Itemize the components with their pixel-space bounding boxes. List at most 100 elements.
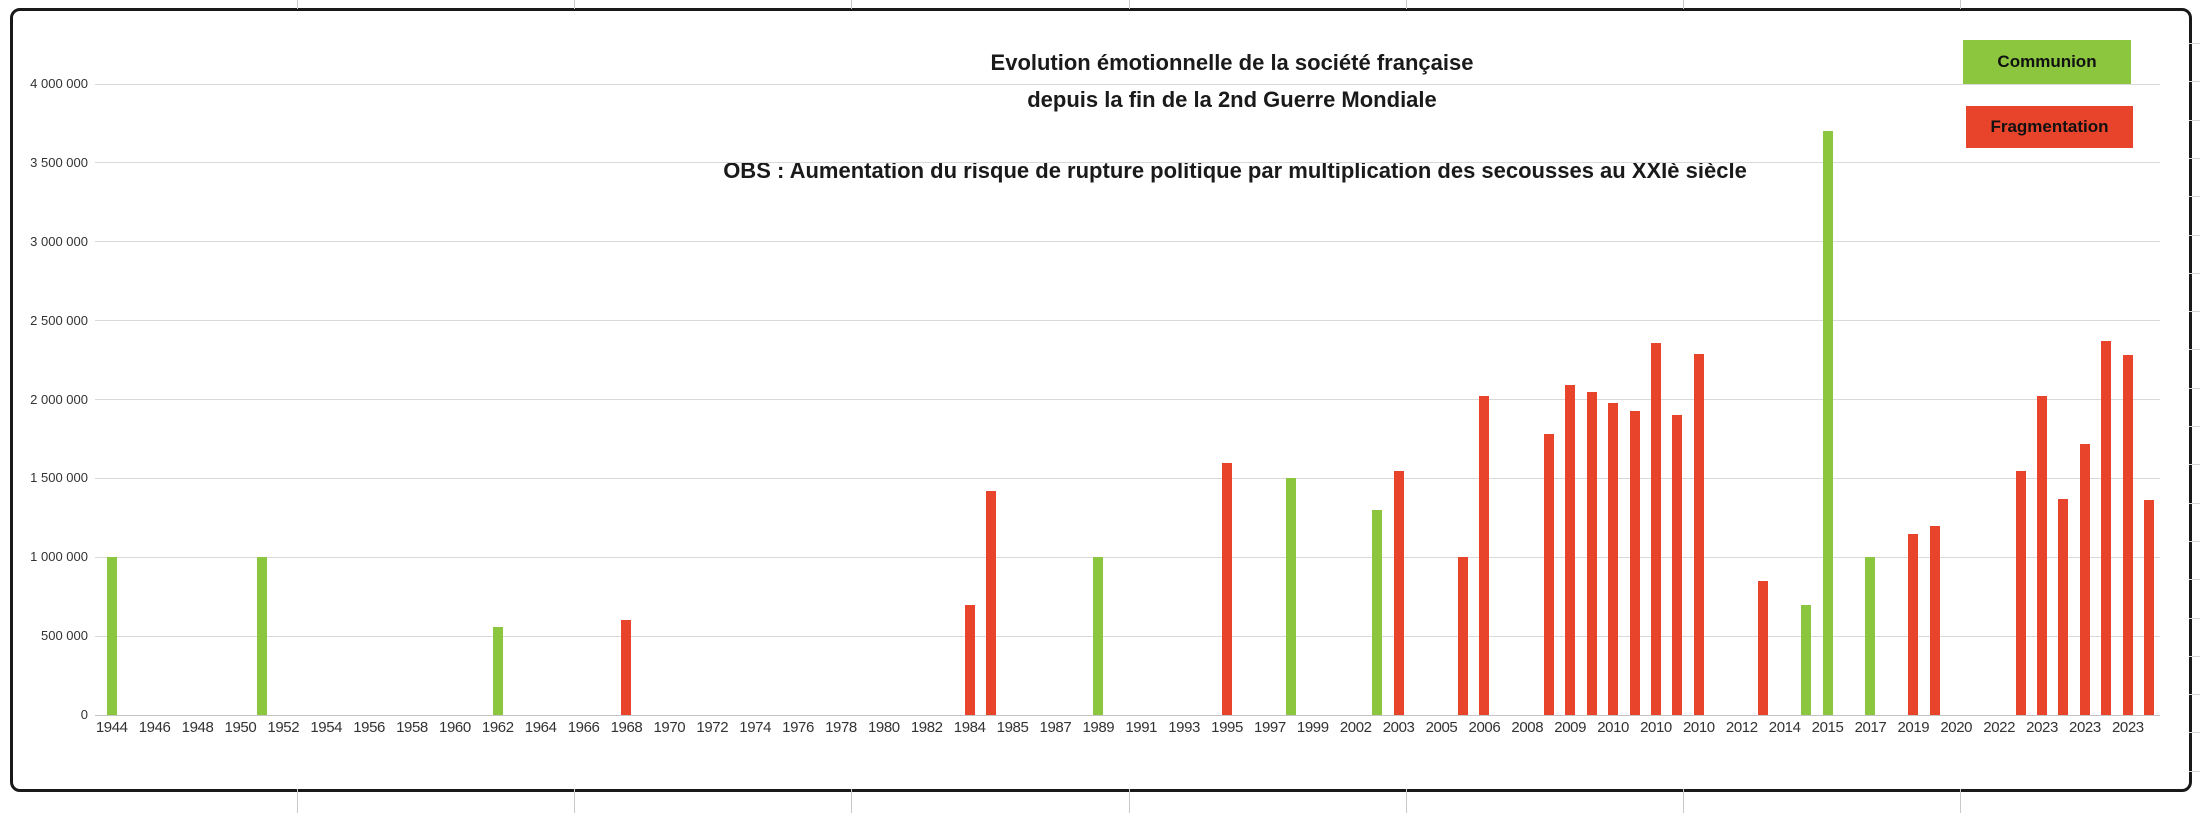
spreadsheet-column-tick [851, 0, 852, 9]
spreadsheet-column-tick [297, 789, 298, 813]
spreadsheet-row-line [2189, 694, 2200, 696]
bar-2023-fragmentation [2101, 341, 2112, 715]
bar-1995-fragmentation [1222, 462, 1233, 715]
gridline [95, 635, 2160, 637]
x-axis-label: 2010 [1682, 719, 1715, 736]
x-axis-label: 2009 [1554, 719, 1587, 736]
x-axis-label: 1944 [95, 719, 128, 736]
x-axis-label: 2008 [1511, 719, 1544, 736]
x-axis-label: 2020 [1940, 719, 1973, 736]
x-axis-label: 2017 [1854, 719, 1887, 736]
spreadsheet-row-line [2189, 770, 2200, 772]
x-axis-label: 1995 [1211, 719, 1243, 736]
spreadsheet-row-line [2189, 234, 2200, 236]
x-axis-label: 2010 [1597, 719, 1629, 736]
bar-2010-fragmentation [1693, 353, 1704, 715]
gridline [95, 556, 2160, 558]
x-axis-label: 1985 [996, 719, 1029, 736]
x-axis-line [95, 714, 2160, 716]
gridline [95, 241, 2160, 243]
spreadsheet-row-line [2189, 502, 2200, 504]
spreadsheet-column-tick [1683, 0, 1684, 9]
spreadsheet-row-line [2189, 43, 2200, 44]
bar-1962-communion [492, 626, 503, 715]
spreadsheet-row-line [2189, 387, 2200, 389]
spreadsheet-row-line [2189, 617, 2200, 619]
x-axis-label: 1978 [825, 719, 857, 736]
x-axis-label: 1997 [1254, 719, 1286, 736]
bar-2017-communion [1865, 557, 1876, 715]
y-axis-tick-label: 4 000 000 [30, 76, 88, 92]
gridline [95, 477, 2160, 479]
spreadsheet-row-line [2189, 119, 2200, 121]
x-axis-label: 2023 [2069, 719, 2101, 736]
spreadsheet-row-line [2189, 655, 2200, 657]
spreadsheet-column-tick [574, 789, 575, 813]
x-axis-label: 1964 [524, 719, 557, 736]
legend-item-fragmentation: Fragmentation [1966, 106, 2133, 148]
x-axis-label: 2010 [1640, 719, 1672, 736]
y-axis-tick-label: 3 000 000 [30, 233, 88, 249]
bar-2003-fragmentation [1393, 470, 1404, 715]
legend-item-communion: Communion [1963, 40, 2131, 84]
bar-2010-fragmentation [1672, 415, 1683, 715]
bar-2019-fragmentation [1929, 525, 1940, 715]
chart-title-line-2: depuis la fin de la 2nd Guerre Mondiale [1027, 87, 1437, 112]
x-axis-label: 2006 [1468, 719, 1501, 736]
bar-1968-fragmentation [621, 620, 632, 715]
legend-label-communion: Communion [1997, 52, 2097, 71]
bar-2010-fragmentation [1650, 342, 1661, 715]
spreadsheet-row-line [2189, 426, 2200, 427]
y-axis-tick-label: 500 000 [41, 628, 88, 644]
spreadsheet-column-tick [1683, 789, 1684, 813]
bar-2022-fragmentation [2015, 470, 2026, 715]
y-axis-tick-label: 2 500 000 [30, 312, 88, 328]
x-axis-label: 1972 [696, 719, 729, 736]
spreadsheet-column-tick [1406, 789, 1407, 813]
bar-2008-fragmentation [1543, 434, 1554, 715]
spreadsheet-row-line [2189, 272, 2200, 274]
spreadsheet-column-tick [1406, 0, 1407, 9]
spreadsheet-row-line [2189, 81, 2200, 83]
spreadsheet-column-tick [1129, 789, 1130, 813]
spreadsheet-column-tick [574, 0, 575, 9]
x-axis-label: 2022 [1983, 719, 2016, 736]
x-axis-label: 1958 [396, 719, 428, 736]
gridline [95, 83, 2160, 85]
x-axis-label: 1962 [481, 719, 514, 736]
x-axis-label: 1993 [1168, 719, 1200, 736]
y-axis-tick-label: 0 [80, 707, 88, 722]
bar-2015-communion [1822, 131, 1833, 715]
spreadsheet-row-line [2189, 579, 2200, 581]
x-axis-label: 1960 [439, 719, 471, 736]
y-axis-tick-label: 1 000 000 [30, 549, 88, 565]
gridline [95, 399, 2160, 401]
x-axis-label: 1982 [910, 719, 943, 736]
bar-2012-fragmentation [1758, 580, 1769, 715]
bar-2023-fragmentation [2122, 355, 2133, 715]
spreadsheet-column-tick [1129, 0, 1130, 9]
x-axis-label: 1976 [782, 719, 814, 736]
x-axis-label: 1974 [739, 719, 772, 736]
bar-2010-fragmentation [1608, 402, 1619, 715]
y-axis-tick-label: 3 500 000 [30, 154, 88, 170]
x-axis-label: 1984 [953, 719, 986, 736]
spreadsheet-column-tick [1960, 789, 1961, 813]
bar-2023-fragmentation [2144, 500, 2155, 715]
legend-label-fragmentation: Fragmentation [1990, 117, 2109, 136]
bar-1950-communion [256, 557, 267, 715]
x-axis-label: 2002 [1339, 719, 1372, 736]
x-axis-label: 2019 [1897, 719, 1930, 736]
bar-2023-fragmentation [2079, 443, 2090, 715]
y-axis-tick-label: 2 000 000 [30, 391, 88, 407]
x-axis-label: 2023 [2026, 719, 2058, 736]
x-axis-label: 2003 [1382, 719, 1415, 736]
spreadsheet-row-line [2189, 349, 2200, 351]
spreadsheet-column-tick [851, 789, 852, 813]
chart-subtitle: OBS : Aumentation du risque de rupture p… [723, 158, 1747, 183]
y-axis-tick-label: 1 500 000 [30, 470, 88, 486]
x-axis-label: 2023 [2111, 719, 2144, 736]
x-axis-label: 1954 [310, 719, 343, 736]
bar-2002-communion [1372, 509, 1383, 715]
x-axis-label: 1980 [867, 719, 900, 736]
